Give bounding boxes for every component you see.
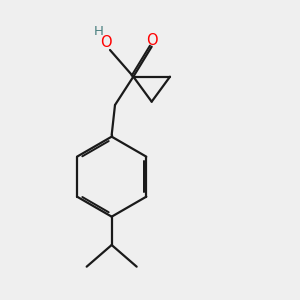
Text: O: O: [146, 32, 158, 47]
Text: O: O: [100, 35, 112, 50]
Text: H: H: [93, 25, 103, 38]
